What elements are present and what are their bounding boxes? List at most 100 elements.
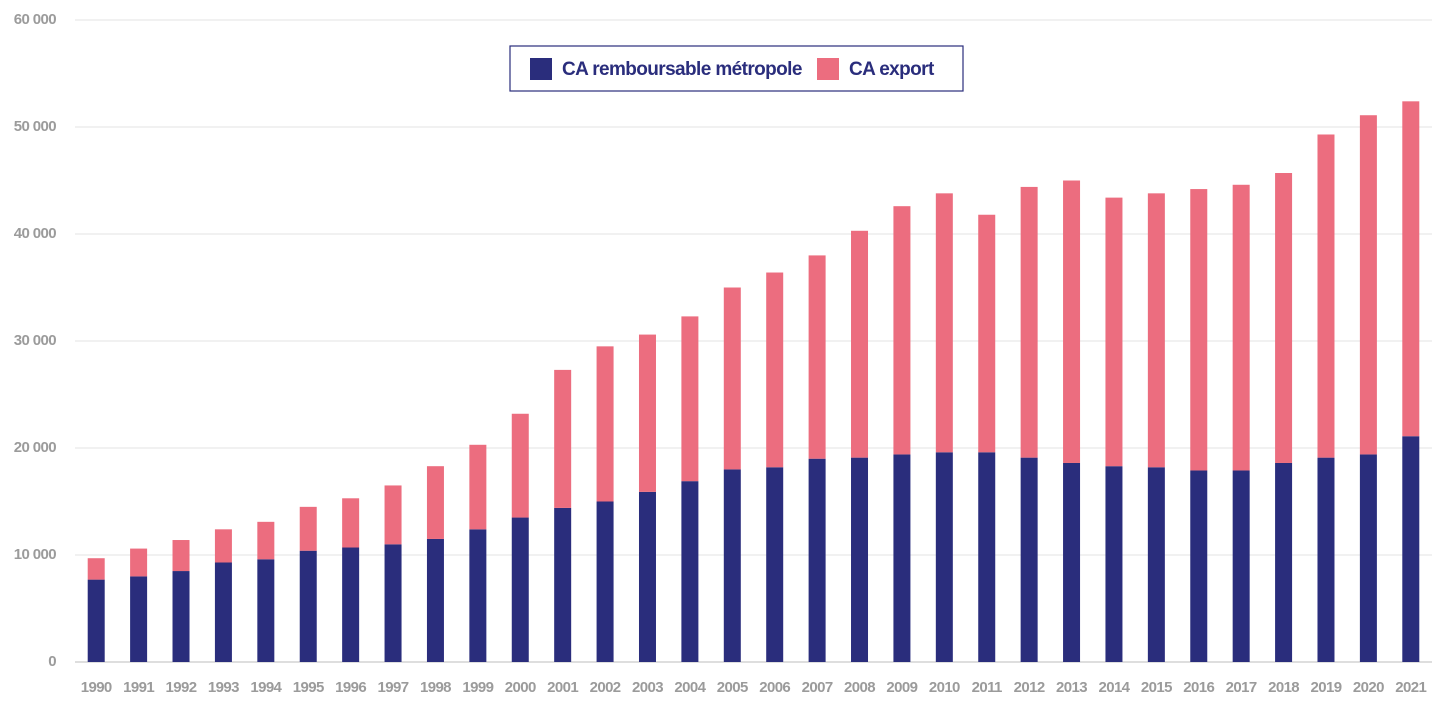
x-tick-label: 2001 [547,679,578,696]
x-tick-label: 2015 [1141,679,1172,696]
bar-segment [1020,186,1038,458]
bar-segment [1190,470,1208,662]
bar-segment [978,452,996,662]
bar-segment [87,579,105,662]
bar-segment [1105,466,1123,662]
grid [75,19,1432,663]
bar-segment [935,452,953,662]
bar-segment [766,467,784,662]
y-tick-label: 30 000 [14,332,57,349]
bar-segment [1275,173,1293,463]
bar-segment [935,193,953,453]
bar-segment [766,272,784,468]
bar-segment [1020,457,1038,662]
x-tick-label: 2012 [1014,679,1045,696]
bar-segment [1232,184,1250,471]
x-tick-label: 1997 [378,679,409,696]
x-tick-label: 1999 [462,679,493,696]
bar-segment [172,571,190,662]
bar-segment [893,206,911,455]
bar-segment [469,444,487,530]
bar-segment [511,517,529,662]
bar-segment [978,214,996,453]
bar-segment [469,529,487,662]
x-tick-label: 1991 [123,679,154,696]
bar-segment [342,498,360,548]
legend: CA remboursable métropole CA export [509,45,964,92]
x-tick-label: 2008 [844,679,875,696]
bar-segment [1359,454,1377,662]
bar-segment [1359,115,1377,455]
bar-segment [511,413,529,518]
x-tick-label: 2014 [1098,679,1130,696]
bar-segment [596,501,614,662]
bar-segment [1402,436,1420,662]
x-tick-label: 2017 [1226,679,1257,696]
bar-segment [638,334,656,492]
bar-segment [1402,101,1420,437]
bar-segment [1147,467,1165,662]
bar-segment [1063,462,1081,662]
x-tick-label: 2018 [1268,679,1299,696]
bar-segment [808,255,826,459]
bar-segment [851,457,869,662]
bar-segment [130,576,148,662]
legend-label: CA export [849,59,935,80]
bar-segment [1317,457,1335,662]
bar-segment [1275,462,1293,662]
x-tick-label: 2005 [717,679,748,696]
legend-box [509,45,964,92]
x-tick-label: 2010 [929,679,960,696]
bar-segment [893,454,911,662]
bars [87,101,1420,662]
x-tick-label: 2016 [1183,679,1214,696]
x-tick-label: 2004 [674,679,706,696]
bar-segment [257,559,275,662]
bar-segment [214,562,232,662]
bar-segment [723,469,741,662]
bar-segment [1190,189,1208,471]
bar-segment [638,491,656,662]
x-tick-label: 2013 [1056,679,1087,696]
bar-segment [130,548,148,577]
bar-segment [554,369,572,508]
bar-segment [723,287,741,470]
bar-segment [87,558,105,580]
x-tick-label: 2006 [759,679,790,696]
y-tick-label: 40 000 [14,225,57,242]
bar-segment [681,481,699,662]
bar-segment [426,538,444,662]
bar-segment [384,544,402,662]
y-tick-label: 0 [48,653,56,670]
bar-segment [384,485,402,545]
bar-segment [214,529,232,563]
x-tick-label: 1992 [166,679,197,696]
legend-swatch [817,58,839,80]
y-tick-label: 10 000 [14,546,57,563]
bar-segment [808,458,826,662]
x-tick-label: 1993 [208,679,239,696]
bar-segment [1105,197,1123,467]
x-tick-label: 2009 [886,679,917,696]
x-tick-label: 2019 [1310,679,1341,696]
x-tick-label: 1996 [335,679,366,696]
x-tick-label: 2020 [1353,679,1384,696]
bar-segment [851,230,869,458]
x-tick-label: 1998 [420,679,451,696]
x-tick-label: 1994 [250,679,282,696]
y-tick-label: 50 000 [14,118,57,135]
bar-segment [299,550,317,662]
bar-segment [342,547,360,662]
x-tick-label: 2007 [802,679,833,696]
bar-segment [1063,180,1081,463]
bar-segment [1317,134,1335,458]
x-tick-label: 2002 [590,679,621,696]
bar-segment [257,521,275,560]
bar-segment [426,466,444,539]
x-tick-label: 2003 [632,679,663,696]
legend-label: CA remboursable métropole [562,59,802,80]
bar-segment [299,506,317,551]
x-tick-label: 1990 [81,679,112,696]
legend-swatch [530,58,552,80]
